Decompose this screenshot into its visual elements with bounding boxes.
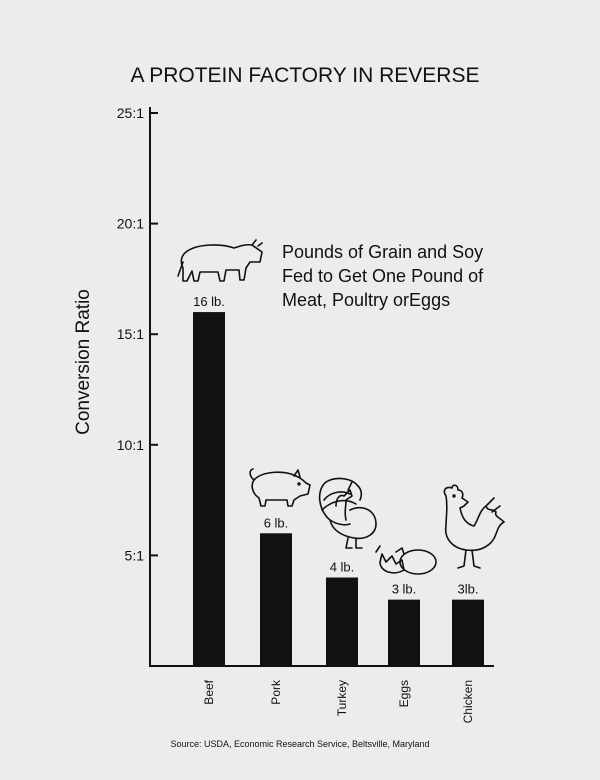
bars	[193, 312, 484, 666]
bar-eggs	[388, 599, 420, 666]
source-note: Source: USDA, Economic Research Service,…	[170, 739, 429, 749]
x-tick-label-turkey: Turkey	[335, 680, 349, 716]
bar-pork	[260, 533, 292, 666]
bar-beef	[193, 312, 225, 666]
x-tick-label-pork: Pork	[269, 679, 283, 705]
chart-title: A PROTEIN FACTORY IN REVERSE	[131, 64, 480, 87]
bar-turkey	[326, 577, 358, 666]
turkey-icon	[318, 477, 377, 549]
y-axis-ticks: 5:1 10:1 15:1 20:1 25:1	[117, 105, 158, 563]
data-label-chicken: 3lb.	[458, 582, 479, 597]
y-tick-label: 25:1	[117, 105, 144, 121]
x-axis-labels: Beef Pork Turkey Eggs Chicken	[202, 679, 475, 723]
y-tick-label: 15:1	[117, 326, 144, 342]
annotation-line-2: Fed to Get One Pound of	[282, 266, 484, 286]
eggs-icon	[375, 545, 437, 575]
y-tick-label: 20:1	[117, 216, 144, 232]
bar-chicken	[452, 599, 484, 666]
y-tick-label: 5:1	[125, 547, 145, 563]
data-labels: 16 lb. 6 lb. 4 lb. 3 lb. 3lb.	[193, 294, 478, 597]
rooster-icon	[443, 484, 505, 569]
annotation-line-1: Pounds of Grain and Soy	[282, 242, 483, 262]
data-label-turkey: 4 lb.	[330, 560, 355, 575]
x-tick-label-beef: Beef	[202, 679, 216, 704]
annotation-line-3: Meat, Poultry orEggs	[282, 290, 450, 310]
x-tick-label-eggs: Eggs	[397, 680, 411, 707]
data-label-beef: 16 lb.	[193, 294, 225, 309]
y-tick-label: 10:1	[117, 437, 144, 453]
y-axis-label: Conversion Ratio	[73, 289, 94, 435]
pig-icon	[249, 468, 311, 507]
cow-icon	[177, 239, 263, 282]
data-label-eggs: 3 lb.	[392, 582, 417, 597]
data-label-pork: 6 lb.	[264, 515, 289, 530]
x-tick-label-chicken: Chicken	[461, 680, 475, 723]
